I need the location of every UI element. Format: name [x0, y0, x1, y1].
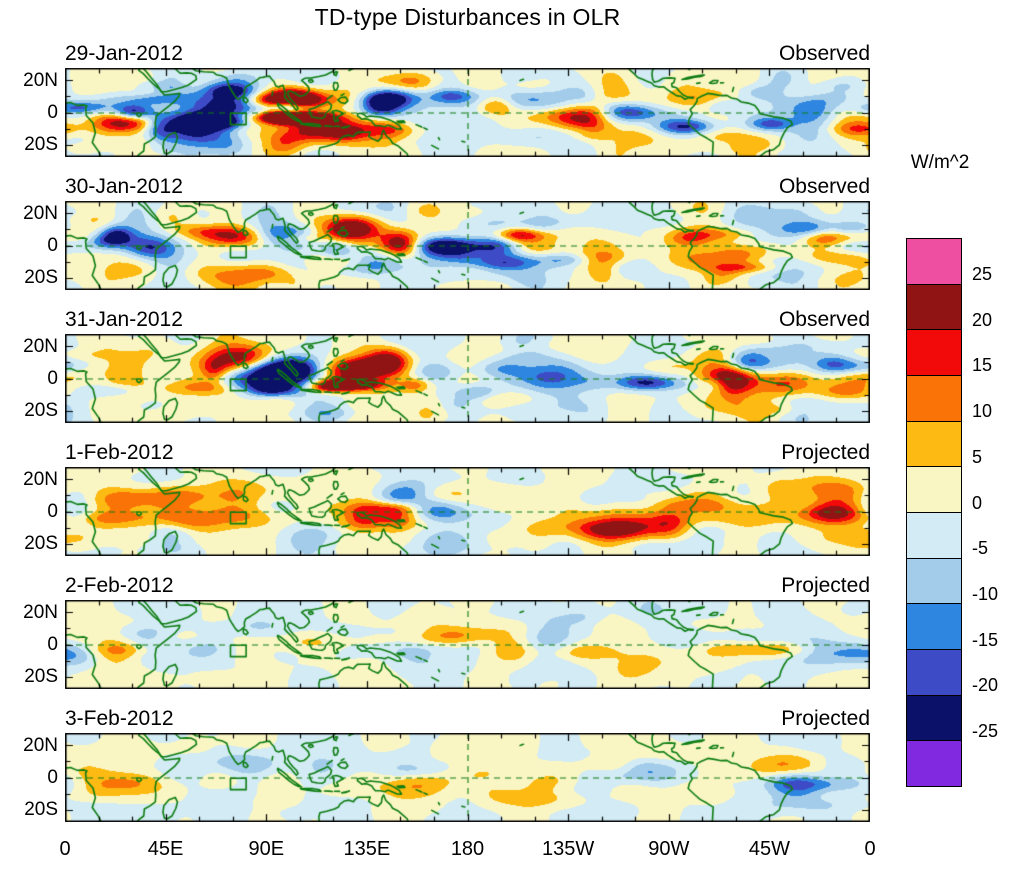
colorbar-tick-label: -15 — [972, 630, 999, 650]
x-tick-label: 90W — [648, 838, 690, 860]
colorbar-segment — [907, 330, 961, 377]
panel-2: 30-Jan-2012 Observed 20N 0 20S — [0, 175, 880, 290]
y-tick-label: 20S — [24, 666, 58, 687]
colorbar-tick-label: -5 — [972, 538, 989, 558]
map-canvas — [65, 600, 870, 689]
panel-source-label: Observed — [778, 308, 870, 331]
colorbar — [906, 238, 962, 787]
x-tick-label: 0 — [864, 838, 876, 860]
panel-date: 30-Jan-2012 — [65, 175, 183, 198]
y-tick-label: 20S — [24, 533, 58, 554]
y-tick-label: 20N — [23, 203, 58, 224]
colorbar-segment — [907, 558, 961, 605]
y-tick-label: 20N — [23, 469, 58, 490]
map-canvas — [65, 733, 870, 822]
colorbar-segment — [907, 376, 961, 422]
panel-4: 1-Feb-2012 Projected 20N 0 20S — [0, 441, 880, 556]
map-canvas — [65, 68, 870, 157]
x-tick-label: 45W — [748, 838, 790, 860]
panel-source-label: Observed — [778, 42, 870, 65]
panel-source-label: Projected — [781, 574, 870, 597]
panel-6: 3-Feb-2012 Projected 20N 0 20S — [0, 707, 880, 822]
colorbar-tick-label: -10 — [972, 584, 999, 604]
panel-5: 2-Feb-2012 Projected 20N 0 20S — [0, 574, 880, 689]
map-canvas — [65, 467, 870, 556]
colorbar-segment — [907, 741, 961, 787]
y-tick-label: 20S — [24, 267, 58, 288]
colorbar-tick-label: 25 — [972, 264, 993, 284]
x-tick-label: 135W — [541, 838, 595, 860]
y-tick-label: 0 — [47, 368, 58, 389]
x-tick-label: 90E — [248, 838, 285, 860]
y-tick-label: 0 — [47, 102, 58, 123]
y-tick-label: 20S — [24, 134, 58, 155]
y-tick-label: 20S — [24, 799, 58, 820]
colorbar-tick-label: 20 — [972, 310, 993, 330]
y-tick-label: 20S — [24, 400, 58, 421]
x-tick-label: 135E — [343, 838, 391, 860]
colorbar-tick-label: -25 — [972, 721, 999, 741]
colorbar-segment — [907, 650, 961, 696]
y-tick-label: 20N — [23, 336, 58, 357]
y-tick-label: 0 — [47, 235, 58, 256]
x-tick-label: 0 — [59, 838, 71, 860]
colorbar-units: W/m^2 — [910, 152, 970, 173]
panel-source-label: Observed — [778, 175, 870, 198]
y-tick-label: 0 — [47, 767, 58, 788]
colorbar-segment — [907, 239, 961, 285]
panel-date: 3-Feb-2012 — [65, 707, 174, 730]
map-canvas — [65, 334, 870, 423]
panel-date: 1-Feb-2012 — [65, 441, 174, 464]
colorbar-segment — [907, 284, 961, 331]
panel-date: 2-Feb-2012 — [65, 574, 174, 597]
x-tick-label: 45E — [147, 838, 184, 860]
colorbar-tick-label: 10 — [972, 401, 993, 421]
colorbar-segment — [907, 513, 961, 559]
colorbar-segment — [907, 467, 961, 514]
colorbar-segment — [907, 695, 961, 742]
colorbar-segment — [907, 421, 961, 468]
y-tick-label: 20N — [23, 602, 58, 623]
colorbar-tick-label: 5 — [972, 447, 983, 467]
y-tick-label: 0 — [47, 501, 58, 522]
y-tick-label: 20N — [23, 735, 58, 756]
figure-title: TD-type Disturbances in OLR — [314, 4, 621, 30]
x-axis: 0 45E 90E 135E 180 135W 90W 45W 0 — [59, 838, 875, 864]
colorbar-tick-label: 15 — [972, 355, 993, 375]
panel-date: 29-Jan-2012 — [65, 42, 183, 65]
colorbar-tick-label: 0 — [972, 493, 983, 513]
panel-date: 31-Jan-2012 — [65, 308, 183, 331]
panel-3: 31-Jan-2012 Observed 20N 0 20S — [0, 308, 880, 423]
colorbar-segment — [907, 604, 961, 651]
panel-1: 29-Jan-2012 Observed 20N 0 20S — [0, 42, 880, 157]
panel-source-label: Projected — [781, 707, 870, 730]
y-tick-label: 0 — [47, 634, 58, 655]
colorbar-tick-label: -20 — [972, 675, 999, 695]
y-tick-label: 20N — [23, 70, 58, 91]
panel-source-label: Projected — [781, 441, 870, 464]
x-tick-label: 180 — [450, 838, 485, 860]
map-canvas — [65, 201, 870, 290]
